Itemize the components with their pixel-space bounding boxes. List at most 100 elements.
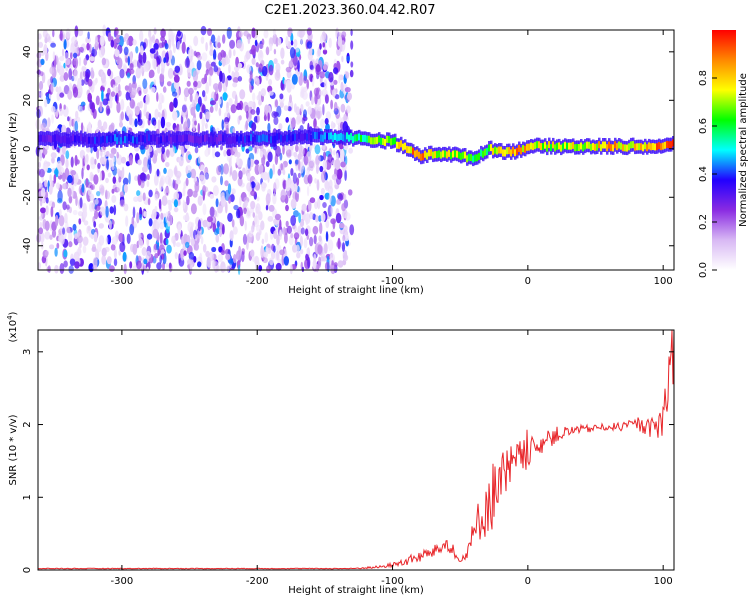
noise-speckle [59, 234, 65, 245]
ridge-core [486, 148, 489, 155]
ridge-core [174, 136, 177, 143]
ridge-core [418, 151, 421, 159]
ridge-core [272, 136, 275, 144]
noise-speckle [164, 43, 169, 50]
ridge-core [168, 134, 171, 141]
noise-speckle [110, 91, 116, 97]
ridge-core [58, 135, 61, 143]
noise-speckle [212, 146, 216, 159]
noise-speckle [340, 161, 346, 168]
noise-speckle [209, 49, 214, 56]
noise-speckle [125, 215, 129, 227]
noise-speckle [119, 191, 124, 197]
noise-speckle [134, 105, 141, 116]
noise-speckle [59, 75, 65, 82]
noise-speckle [118, 232, 124, 243]
noise-speckle [322, 202, 327, 208]
noise-speckle [184, 214, 190, 222]
ridge-core [96, 136, 99, 144]
noise-speckle [171, 34, 175, 47]
ridge-core [236, 134, 239, 142]
noise-speckle [237, 76, 243, 82]
noise-speckle [232, 77, 239, 83]
noise-speckle [264, 104, 269, 115]
noise-speckle [239, 89, 246, 100]
ridge-core [642, 144, 645, 152]
noise-speckle [295, 115, 301, 125]
noise-speckle [304, 228, 309, 236]
noise-speckle [151, 208, 157, 220]
noise-speckle [139, 65, 144, 74]
ridge-core [264, 134, 267, 142]
noise-speckle [269, 257, 274, 266]
noise-speckle [322, 159, 328, 171]
ridge-core [652, 143, 655, 150]
ridge-core [190, 135, 193, 143]
ridge-core [396, 141, 399, 149]
noise-speckle [57, 198, 63, 204]
colorbar-tick-label: 0.2 [698, 214, 709, 230]
y-tick-label: 3 [22, 349, 33, 355]
noise-speckle [85, 146, 91, 153]
noise-speckle [228, 98, 233, 107]
noise-speckle [330, 120, 334, 130]
ridge-core [336, 134, 339, 142]
noise-speckle [56, 182, 60, 190]
noise-speckle [85, 177, 89, 188]
noise-speckle [81, 183, 85, 193]
noise-speckle [134, 118, 138, 128]
noise-speckle [208, 66, 214, 76]
noise-speckle [156, 244, 160, 251]
noise-speckle [185, 165, 192, 173]
noise-speckle [307, 199, 312, 212]
noise-speckle [98, 47, 105, 58]
ridge-core [62, 135, 65, 143]
noise-speckle [228, 64, 231, 74]
noise-speckle [63, 104, 66, 110]
noise-speckle [75, 110, 79, 119]
ridge-core [48, 134, 51, 142]
noise-speckle [158, 42, 163, 49]
noise-speckle [59, 56, 65, 62]
ridge-core [358, 133, 361, 141]
noise-speckle [64, 58, 71, 66]
ridge-core [524, 145, 527, 153]
noise-speckle [50, 152, 57, 159]
noise-speckle [318, 256, 322, 268]
noise-speckle [233, 49, 236, 57]
y-tick-label: 2 [22, 421, 33, 427]
noise-speckle [225, 107, 230, 119]
noise-speckle [40, 58, 45, 66]
noise-speckle [349, 224, 355, 236]
noise-speckle [159, 221, 165, 230]
noise-speckle [320, 187, 325, 195]
ridge-core [450, 152, 453, 160]
noise-speckle [146, 233, 153, 240]
ridge-core [670, 141, 673, 149]
noise-speckle [181, 112, 186, 118]
ridge-core [302, 133, 305, 141]
ridge-core [522, 145, 525, 153]
noise-speckle [173, 191, 180, 201]
noise-speckle [93, 174, 99, 185]
noise-speckle [80, 122, 84, 132]
noise-speckle [65, 28, 71, 39]
ridge-core [70, 135, 73, 143]
noise-speckle [207, 28, 212, 36]
noise-speckle [293, 210, 299, 218]
colorbar-ticks: 0.0 0.2 0.4 0.6 0.8 [698, 70, 717, 278]
noise-speckle [295, 244, 300, 254]
ridge-core [86, 137, 89, 145]
noise-speckle [136, 240, 140, 249]
noise-speckle [333, 79, 338, 85]
noise-speckle [120, 156, 127, 164]
ridge-core [484, 148, 487, 156]
ridge-core [166, 135, 169, 143]
noise-speckle [107, 172, 112, 178]
noise-speckle [190, 168, 197, 179]
spectrogram-x-ticks: -300 -200 -100 0 100 [111, 30, 673, 287]
noise-speckle [173, 206, 179, 213]
noise-speckle [122, 177, 129, 186]
noise-speckle [314, 93, 318, 105]
